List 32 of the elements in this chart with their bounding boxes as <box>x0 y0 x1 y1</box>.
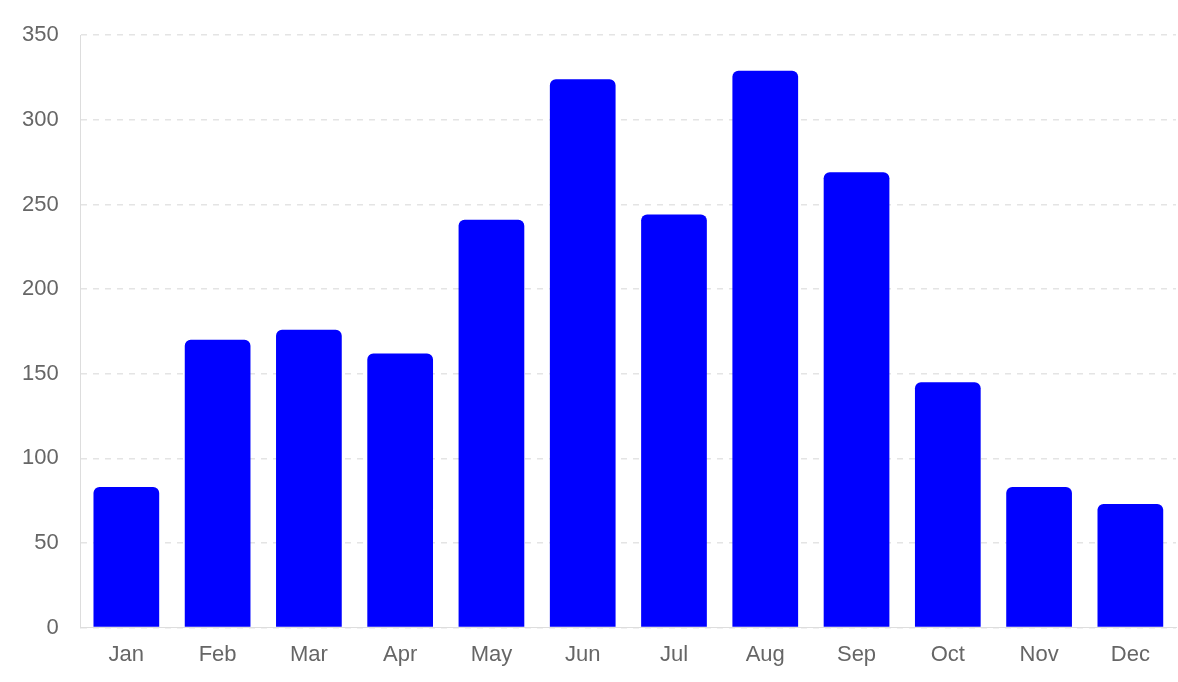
x-tick-label: Aug <box>745 640 785 666</box>
x-tick-label: Dec <box>1110 640 1150 666</box>
y-tick-label: 200 <box>21 275 59 301</box>
bar <box>1006 487 1072 627</box>
bar <box>641 214 707 627</box>
x-tick-label: Nov <box>1019 640 1059 666</box>
x-tick-label: Apr <box>383 640 418 666</box>
bar <box>367 353 434 627</box>
bar <box>458 219 525 627</box>
y-tick-label: 300 <box>21 105 59 131</box>
x-tick-label: Jun <box>564 640 601 666</box>
y-tick-label: 50 <box>34 529 59 555</box>
y-tick-label: 150 <box>21 359 59 385</box>
x-tick-label: Jan <box>108 640 145 666</box>
y-tick-label: 100 <box>21 444 59 470</box>
y-tick-label: 250 <box>21 190 59 216</box>
bar <box>184 339 251 627</box>
bar <box>823 172 890 627</box>
bar <box>276 329 342 627</box>
x-tick-label: Oct <box>930 640 965 666</box>
bar <box>1097 504 1164 627</box>
x-tick-label: Mar <box>289 640 328 666</box>
x-tick-label: May <box>470 640 513 666</box>
y-tick-label: 350 <box>21 21 59 47</box>
x-tick-label: Feb <box>198 640 237 666</box>
y-tick-label: 0 <box>46 613 59 639</box>
x-tick-label: Sep <box>836 640 877 666</box>
bar <box>732 70 799 627</box>
bar <box>93 487 160 627</box>
x-tick-label: Jul <box>659 640 689 666</box>
bar <box>914 382 981 627</box>
bar <box>549 79 616 627</box>
